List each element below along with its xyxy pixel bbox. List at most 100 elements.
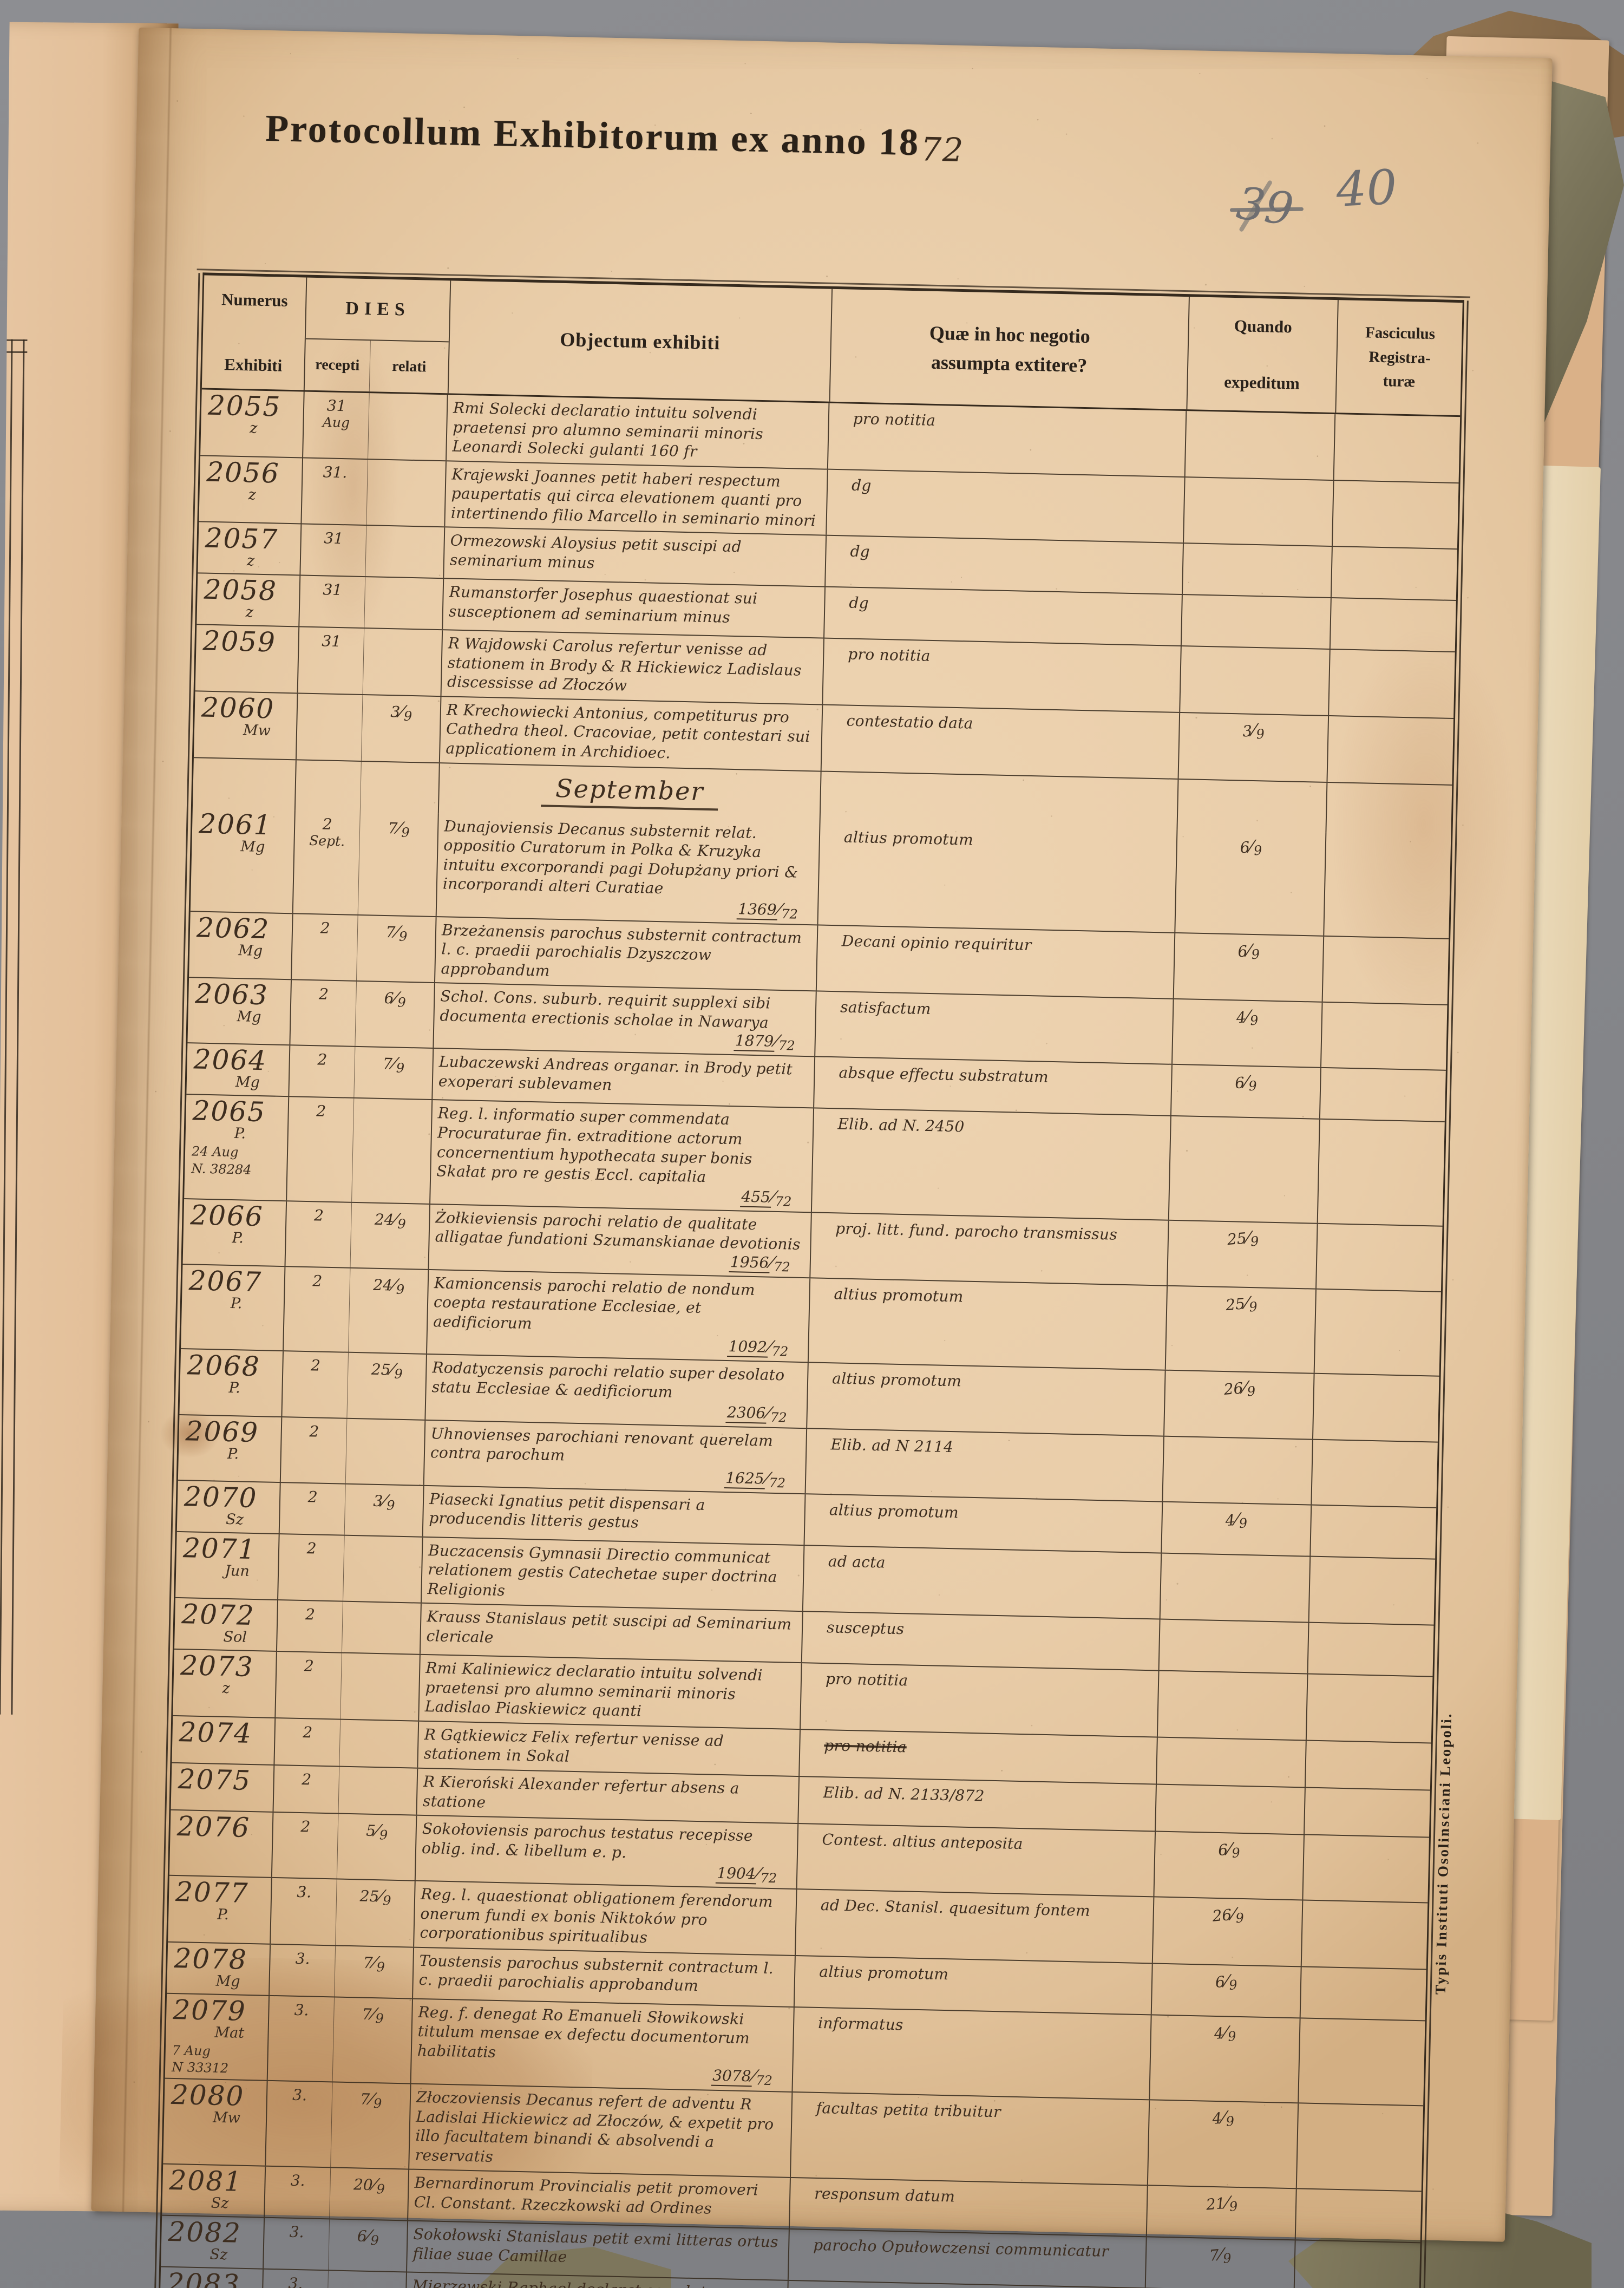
dies-recepti-value: 2: [307, 1487, 318, 1506]
quae-text: altius promotum: [843, 828, 974, 849]
cell-objectum: R Kieroński Alexander refertur absens a …: [417, 1768, 800, 1823]
entry-number: 2074: [179, 1716, 253, 1749]
fraction-part: 7: [363, 1953, 374, 1972]
table-body: 2055 z 31 Aug Rmi Solecki declaratio int…: [158, 389, 1460, 2288]
cell-dies-relati: 6⁄9: [355, 982, 435, 1048]
fraction-part: 9: [1235, 1910, 1245, 1926]
objectum-text: Uhnovienses parochiani renovant querelam…: [430, 1424, 774, 1465]
fraction-part: 9: [1239, 1515, 1248, 1531]
entry-number-suffix: Jun: [224, 1562, 250, 1580]
fraction-part: 9: [1228, 2199, 1239, 2215]
entry-number-extra: [168, 2213, 260, 2215]
cell-dies-relati: 25⁄9: [336, 1879, 416, 1947]
cell-dies-recepti: 2: [285, 1201, 352, 1267]
cell-objectum: Buczacensis Gymnasii Directio communicat…: [421, 1537, 805, 1611]
cell-dies-relati: 7⁄9: [331, 2082, 411, 2169]
cell-quae: Elib. ad N 2114: [806, 1428, 1165, 1501]
cell-objectum: Uhnovienses parochiani renovant querelam…: [424, 1420, 808, 1493]
cell-objectum: September: [438, 763, 822, 822]
quae-text: contestatio data: [846, 711, 974, 733]
cell-dies-recepti: 2 Sept.: [293, 809, 361, 914]
cell-quando: [1159, 1619, 1309, 1673]
quando-value: 6⁄9: [1240, 836, 1263, 859]
cell-fasciculus: [1311, 1505, 1436, 1558]
entry-number-extra: [196, 960, 288, 962]
cell-fasciculus: [1324, 832, 1451, 938]
quae-text: absque effectu substratum: [839, 1063, 1049, 1087]
cell-dies-relati: 7⁄9: [332, 1997, 414, 2083]
entry-number: 2063: [194, 978, 269, 1011]
cell-dies-relati: 6⁄9: [329, 2219, 409, 2272]
cell-objectum: Krauss Stanislaus petit suscipi ad Semin…: [420, 1604, 803, 1663]
cell-numerus: 2068 P.: [179, 1349, 284, 1416]
objectum-text: Sokołoviensis parochus testatus recepiss…: [421, 1819, 754, 1861]
entry-number-extra: 24 Aug N. 38284: [191, 1143, 284, 1179]
register-page: Protocollum Exhibitorum ex anno 1872 39 …: [58, 27, 1553, 2288]
entry-number-extra: [186, 1398, 278, 1400]
cell-dies-recepti: 2: [277, 1600, 343, 1652]
fraction-part: 24: [372, 1276, 393, 1295]
cell-objectum: Dunajoviensis Decanus substernit relat. …: [436, 813, 821, 925]
objectum-text: R Wajdowski Carolus refertur venisse ad …: [447, 634, 802, 695]
cell-dies-relati: [368, 393, 448, 460]
cell-dies-recepti: 31 Aug: [303, 391, 370, 459]
objectum-text: Schol. Cons. suburb. requirit supplexi s…: [440, 987, 771, 1032]
objectum-text: Żołkieviensis parochi relatio de qualita…: [435, 1208, 801, 1254]
cell-quando: 6⁄9: [1171, 1065, 1321, 1119]
cell-dies-recepti: 3.: [270, 1944, 336, 1997]
quae-text: altius promotum: [829, 1500, 959, 1521]
fraction-part: 9: [397, 995, 407, 1011]
entry-number-extra: [204, 571, 296, 573]
cell-numerus: [192, 757, 297, 810]
cell-objectum: Lubaczewski Andreas organar. in Brody pe…: [433, 1049, 816, 1108]
fraction-part: 9: [394, 1367, 403, 1382]
cell-quae: responsum datum: [789, 2178, 1148, 2237]
cell-quando: 6⁄9: [1154, 1832, 1305, 1900]
fraction-part: 3: [373, 1492, 383, 1510]
entry-number-suffix: Sz: [209, 2246, 228, 2264]
cell-dies-recepti: 2: [290, 980, 357, 1047]
dies-recepti-value: 2: [313, 1206, 324, 1225]
cell-dies-recepti: 2: [287, 1097, 355, 1202]
cell-quae: altius promotum: [818, 821, 1178, 932]
quando-value: 7⁄9: [1209, 2245, 1232, 2267]
entry-number: 2057: [205, 522, 279, 555]
cell-dies-relati: 25⁄9: [347, 1353, 427, 1420]
cell-fasciculus: [1306, 1741, 1431, 1789]
dies-recepti-value: 2: [317, 1050, 328, 1069]
cell-fasciculus: [1296, 2189, 1422, 2243]
cell-quando: [1169, 1116, 1320, 1223]
cell-quando: 21⁄9: [1147, 2186, 1297, 2240]
dies-recepti-value: 2: [316, 1102, 326, 1121]
quae-text: proj. litt. fund. parocho transmissus: [835, 1219, 1118, 1244]
fraction-part: 9: [1251, 946, 1261, 963]
header-quae-line1: Quæ in hoc negotio: [929, 322, 1091, 348]
dies-relati-value: 3⁄9: [390, 702, 412, 723]
fraction-part: 9: [396, 1282, 405, 1297]
dies-relati-value: 7⁄9: [360, 2090, 382, 2112]
cell-dies-relati: [338, 1767, 418, 1815]
cell-numerus: 2057 z: [198, 522, 302, 575]
objectum-text: Sokołowski Stanislaus petit exmi littera…: [412, 2225, 779, 2266]
entry-number-suffix: Sz: [225, 1511, 244, 1528]
entry-number-suffix: Mg: [215, 1972, 240, 1990]
cell-objectum: Reg. l. quaestionat obligationem ferendo…: [414, 1881, 797, 1955]
objectum-text: Rumanstorfer Josephus quaestionat sui su…: [448, 583, 758, 626]
cell-numerus: 2055 z: [200, 389, 305, 457]
cell-fasciculus: [1318, 1120, 1445, 1225]
cell-objectum: R Wajdowski Carolus refertur venisse ad …: [441, 630, 824, 704]
quando-value: 3⁄9: [1242, 720, 1265, 743]
cell-dies-relati: [345, 1418, 426, 1485]
cell-quando: [1163, 1436, 1313, 1505]
cell-numerus: 2077 P.: [168, 1875, 272, 1944]
entry-number: 2080: [171, 2079, 245, 2113]
entry-number-extra: [201, 740, 293, 742]
entry-number: 2082: [167, 2216, 242, 2250]
entry-number-extra: [194, 1027, 286, 1029]
fraction-part: 9: [373, 2096, 382, 2112]
entry-number: 2081: [168, 2165, 243, 2198]
cell-quae: altius promotum: [807, 1363, 1166, 1436]
cell-numerus: 2073 z: [173, 1650, 277, 1717]
objectum-text: Kamioncensis parochi relatio de nondum c…: [433, 1273, 756, 1332]
cell-dies-relati: 24⁄9: [350, 1202, 431, 1269]
